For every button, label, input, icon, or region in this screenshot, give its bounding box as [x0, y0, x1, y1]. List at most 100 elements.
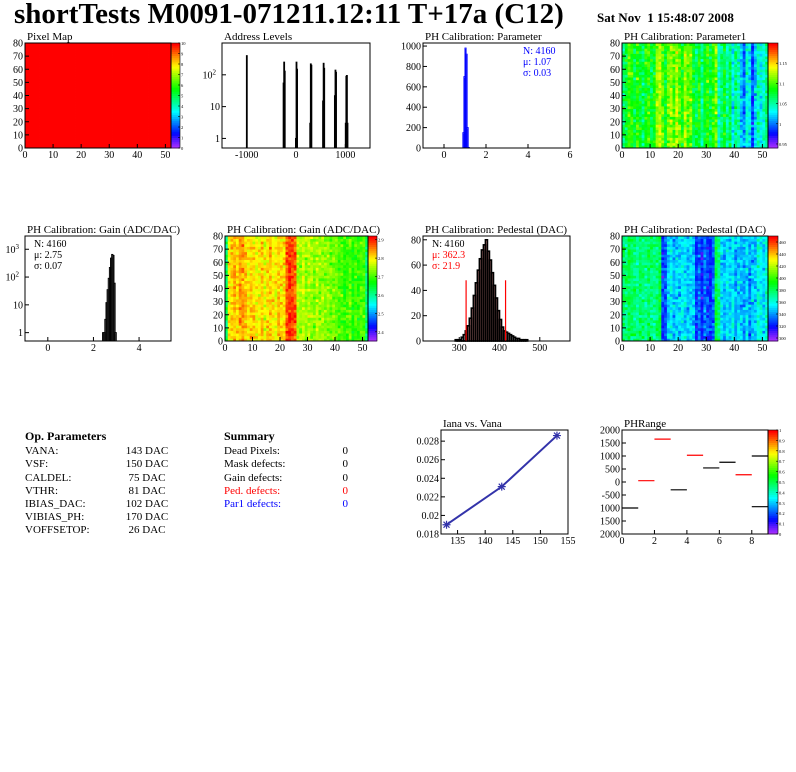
heatmap-cell: [669, 45, 673, 49]
heatmap-cell: [241, 338, 245, 342]
heatmap-cell: [148, 140, 152, 144]
palette-step: [768, 112, 778, 115]
heatmap-cell: [647, 66, 651, 70]
heatmap-cell: [236, 285, 240, 289]
heatmap-cell: [647, 53, 651, 57]
heatmap-cell: [106, 79, 110, 83]
heatmap-cell: [67, 108, 71, 112]
heatmap-cell: [100, 108, 105, 112]
heatmap-cell: [244, 314, 248, 318]
heatmap-cell: [739, 95, 744, 99]
heatmap-cell: [706, 66, 710, 70]
heatmap-cell: [39, 77, 43, 81]
heatmap-cell: [53, 92, 57, 96]
heatmap-cell: [55, 137, 60, 141]
heatmap-cell: [95, 116, 99, 120]
heatmap-cell: [233, 272, 237, 276]
heatmap-cell: [27, 69, 32, 73]
heatmap-cell: [236, 259, 240, 263]
heatmap-cell: [252, 335, 256, 339]
heatmap-cell: [655, 53, 659, 57]
heatmap-cell: [745, 64, 749, 68]
heatmap-cell: [117, 87, 121, 91]
heatmap-cell: [759, 111, 763, 115]
heatmap-cell: [78, 56, 82, 60]
heatmap-cell: [666, 108, 671, 112]
palette-step: [768, 43, 778, 46]
heatmap-cell: [728, 95, 732, 99]
heatmap-cell: [703, 119, 707, 123]
heatmap-cell: [67, 56, 71, 60]
heatmap-cell: [154, 103, 158, 107]
heatmap-cell: [53, 108, 57, 112]
heatmap-cell: [664, 103, 668, 107]
heatmap-cell: [109, 119, 113, 123]
heatmap-cell: [680, 87, 685, 91]
heatmap-cell: [168, 111, 172, 115]
heatmap-cell: [627, 56, 631, 60]
heatmap-cell: [145, 127, 149, 131]
heatmap-cell: [683, 111, 687, 115]
heatmap-cell: [30, 66, 34, 70]
heatmap-cell: [714, 98, 718, 102]
heatmap-cell: [683, 90, 687, 94]
heatmap-cell: [89, 66, 93, 70]
heatmap-cell: [241, 335, 245, 339]
heatmap-cell: [745, 90, 749, 94]
heatmap-cell: [255, 272, 259, 276]
heatmap-cell: [720, 108, 724, 112]
heatmap-cell: [103, 127, 107, 131]
heatmap-cell: [67, 124, 71, 128]
heatmap-cell: [703, 77, 707, 81]
heatmap-cell: [689, 92, 693, 96]
heatmap-cell: [672, 103, 676, 107]
heatmap-cell: [652, 48, 657, 52]
heatmap-cell: [55, 142, 60, 146]
y-tick-label: 10: [13, 300, 23, 311]
heatmap-cell: [753, 53, 758, 57]
x-tick-label: 0: [294, 150, 299, 161]
heatmap-cell: [78, 43, 82, 47]
heatmap-cell: [759, 98, 763, 102]
heatmap-cell: [759, 64, 763, 68]
heatmap-cell: [120, 87, 124, 91]
heatmap-cell: [69, 50, 74, 54]
heatmap-cell: [661, 140, 665, 144]
heatmap-cell: [630, 82, 634, 86]
heatmap-cell: [64, 121, 68, 125]
heatmap-cell: [69, 98, 74, 102]
heatmap-cell: [745, 124, 749, 128]
heatmap-cell: [720, 77, 724, 81]
heatmap-cell: [148, 145, 152, 149]
heatmap-cell: [630, 100, 634, 104]
heatmap-cell: [47, 64, 51, 68]
heatmap-cell: [27, 74, 32, 78]
heatmap-cell: [706, 106, 710, 110]
heatmap-cell: [53, 48, 57, 52]
heatmap-cell: [753, 119, 758, 123]
heatmap-cell: [737, 77, 741, 81]
heatmap-cell: [33, 111, 37, 115]
heatmap-cell: [126, 106, 130, 110]
heatmap-cell: [156, 85, 161, 89]
heatmap-cell: [689, 134, 693, 138]
heatmap-cell: [709, 137, 713, 141]
heatmap-cell: [44, 50, 48, 54]
heatmap-cell: [633, 69, 637, 73]
heatmap-cell: [25, 85, 29, 89]
heatmap-cell: [630, 92, 634, 96]
heatmap-cell: [647, 58, 651, 62]
heatmap-cell: [661, 111, 665, 115]
heatmap-cell: [154, 106, 158, 110]
heatmap-cell: [33, 95, 37, 99]
heatmap-cell: [53, 106, 57, 110]
heatmap-cell: [739, 43, 744, 47]
heatmap-cell: [53, 69, 57, 73]
heatmap-cell: [675, 100, 679, 104]
heatmap-cell: [134, 64, 138, 68]
heatmap-cell: [742, 111, 746, 115]
heatmap-cell: [236, 306, 240, 310]
heatmap-cell: [689, 61, 693, 65]
heatmap-cell: [658, 66, 662, 70]
heatmap-cell: [622, 90, 626, 94]
